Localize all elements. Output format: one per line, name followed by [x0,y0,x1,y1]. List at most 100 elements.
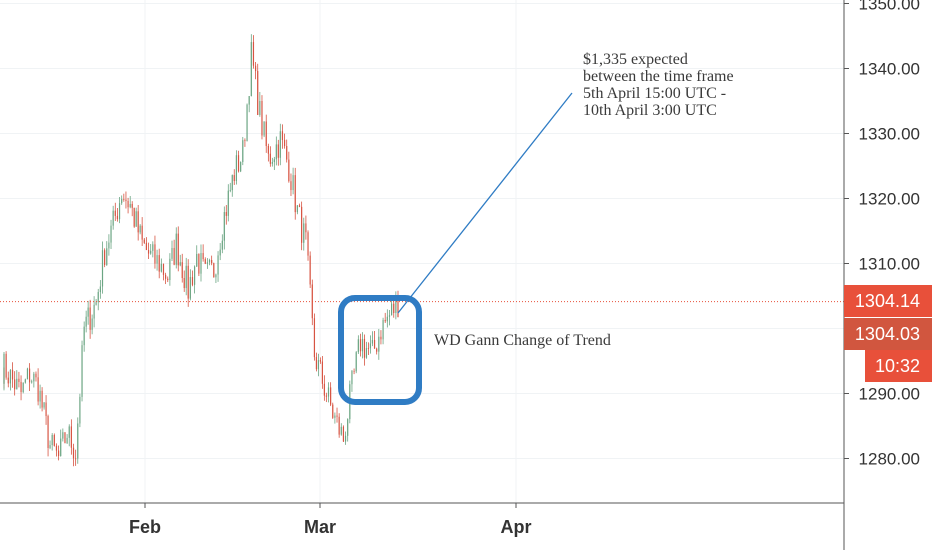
candle-body [286,146,288,160]
candle-body [361,338,364,352]
candle-body [104,250,106,265]
forecast-annotation-line: $1,335 expected [583,51,688,68]
candle-body [355,352,357,372]
candle-body [382,319,384,340]
candle-body [160,263,162,272]
candle-body [277,144,279,158]
candle-body [62,432,64,439]
candle-body [378,336,380,352]
candle-body [41,390,43,408]
candle-body [133,207,135,227]
countdown-tag: 10:32 [865,350,932,382]
candle-body [16,378,18,390]
candle-body [198,253,200,274]
candle-body [11,369,14,380]
candle-body [116,215,119,220]
forecast-annotation: $1,335 expected between the time frame 5… [583,51,783,119]
candle-body [294,175,296,213]
candle-body [397,296,399,317]
candle-body [257,71,259,115]
candle-body [64,432,66,444]
candle-body [7,377,9,384]
candle-body [336,415,338,417]
candle-body [301,206,303,243]
candle-body [265,121,267,147]
candle-body [181,262,183,279]
candle-body [175,233,177,265]
candle-body [303,223,305,243]
candle-body [35,373,37,378]
forecast-annotation-line: 10th April 3:00 UTC [583,102,717,119]
candle-body [233,175,235,182]
candle-body [79,396,81,424]
candle-body [28,368,31,383]
candle-body [250,42,252,97]
candle-body [217,255,219,275]
candle-body [391,303,393,316]
candle-body [118,203,121,220]
candle-body [187,265,189,299]
candle-body [141,225,143,240]
candle-body [143,239,145,243]
candle-body [365,348,368,358]
candle-body [121,199,123,204]
candle-body [235,155,237,182]
candle-body [240,161,242,172]
y-tick-label: 1340.00 [859,60,920,79]
candle-body [165,274,167,279]
candle-body [183,278,185,289]
candle-body [208,259,211,263]
candle-body [47,416,49,449]
candle-body [22,382,24,393]
candle-body [108,242,110,249]
candle-body [18,378,20,382]
candle-body [313,318,316,358]
candle-body [380,336,382,340]
candle-body [373,340,376,349]
candle-body [147,249,150,254]
projection-trendline [397,92,573,314]
candle-body [319,360,321,362]
candle-body [189,277,191,299]
candle-body [223,212,225,241]
candle-body [317,360,320,370]
candle-body [252,42,255,66]
candle-body [323,383,325,396]
candle-body [31,381,33,383]
last-price-tag: 1304.14 [844,285,932,317]
candle-body [344,435,347,442]
candle-body [261,100,263,136]
candle-body [221,240,223,250]
candle-body [57,450,60,456]
candle-body [125,199,127,201]
candle-body [225,212,227,216]
candle-body [127,200,129,208]
x-tick-label: Mar [304,517,336,537]
candle-body [367,348,370,349]
candle-body [87,307,89,317]
y-tick-label: 1310.00 [859,255,920,274]
candle-body [97,292,99,303]
candle-body [321,361,323,384]
candle-body [26,368,29,380]
candle-body [292,175,294,191]
candle-body [371,340,374,344]
y-tick-label: 1330.00 [859,125,920,144]
candle-body [347,419,349,436]
candle-body [89,307,91,330]
candle-body [211,259,213,264]
candle-body [290,181,292,191]
candle-body [296,205,298,213]
candle-body [388,315,391,317]
candle-body [106,248,108,265]
candle-body [72,447,75,459]
candle-body [273,159,275,163]
candle-body [101,250,104,287]
grid [0,0,844,503]
candle-body [154,244,156,264]
candle-body [231,175,233,191]
candle-body [267,146,269,154]
candle-body [70,426,72,448]
